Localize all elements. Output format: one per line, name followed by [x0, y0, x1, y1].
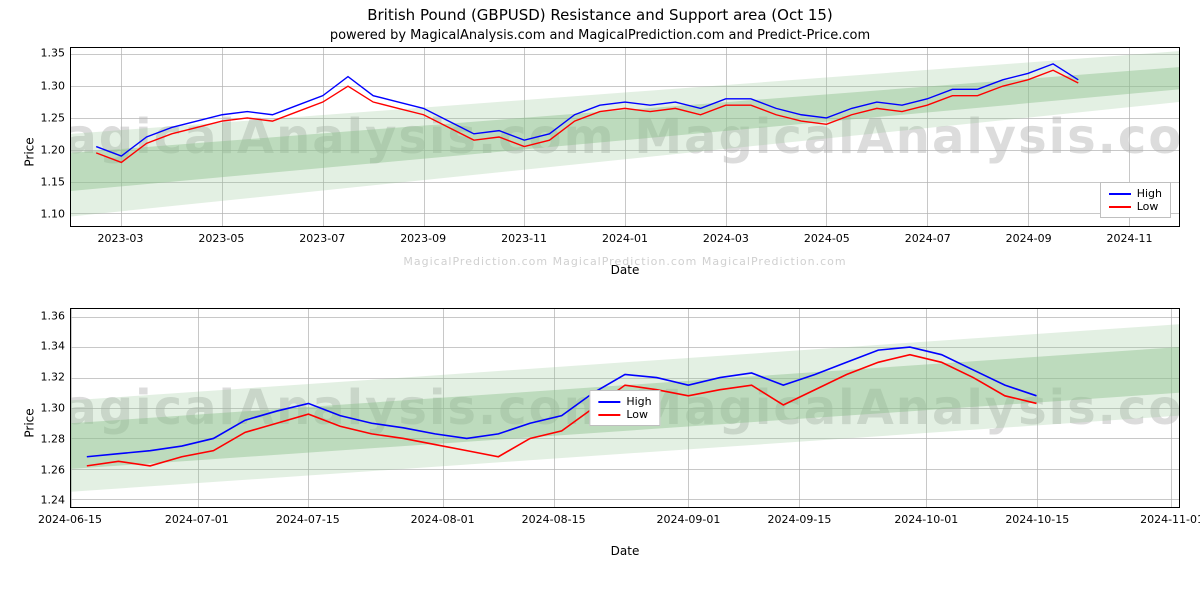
- legend-line-low: [598, 414, 620, 416]
- top-chart: Price MagicalAnalysis.com MagicalAnalysi…: [70, 47, 1180, 257]
- legend-label-low: Low: [626, 408, 648, 421]
- x-tick-label: 2024-09-01: [656, 513, 720, 526]
- y-tick-label: 1.28: [25, 432, 65, 445]
- x-tick-label: 2024-07: [905, 232, 951, 245]
- x-tick-label: 2024-10-15: [1005, 513, 1069, 526]
- y-tick-label: 1.10: [25, 208, 65, 221]
- x-tick-label: 2024-05: [804, 232, 850, 245]
- x-tick-label: 2024-09: [1006, 232, 1052, 245]
- x-tick-label: 2024-06-15: [38, 513, 102, 526]
- y-tick-label: 1.34: [25, 340, 65, 353]
- legend-item-high: High: [1109, 187, 1162, 200]
- top-plot-area: MagicalAnalysis.com MagicalAnalysis.com …: [70, 47, 1180, 227]
- legend-label-high: High: [1137, 187, 1162, 200]
- legend-line-high: [1109, 193, 1131, 195]
- x-tick-label: 2023-03: [97, 232, 143, 245]
- y-tick-label: 1.30: [25, 79, 65, 92]
- x-tick-label: 2024-08-01: [411, 513, 475, 526]
- legend-item-low: Low: [598, 408, 651, 421]
- legend-item-low: Low: [1109, 200, 1162, 213]
- x-tick-label: 2024-07-15: [276, 513, 340, 526]
- top-series-svg: [71, 48, 1179, 226]
- y-tick-label: 1.26: [25, 463, 65, 476]
- y-tick-label: 1.25: [25, 111, 65, 124]
- bottom-x-axis-label: Date: [611, 544, 640, 558]
- y-tick-label: 1.15: [25, 176, 65, 189]
- y-tick-label: 1.35: [25, 47, 65, 60]
- bottom-legend: High Low: [589, 390, 660, 426]
- legend-line-low: [1109, 206, 1131, 208]
- top-legend: High Low: [1100, 182, 1171, 218]
- x-tick-label: 2024-08-15: [522, 513, 586, 526]
- chart-subtitle: powered by MagicalAnalysis.com and Magic…: [0, 28, 1200, 43]
- legend-line-high: [598, 401, 620, 403]
- x-tick-label: 2024-01: [602, 232, 648, 245]
- legend-label-high: High: [626, 395, 651, 408]
- legend-item-high: High: [598, 395, 651, 408]
- y-tick-label: 1.24: [25, 494, 65, 507]
- y-tick-label: 1.36: [25, 309, 65, 322]
- y-tick-label: 1.30: [25, 402, 65, 415]
- bottom-plot-area: MagicalAnalysis.com MagicalAnalysis.com …: [70, 308, 1180, 508]
- middle-footer-watermark: MagicalPrediction.com MagicalPrediction.…: [70, 255, 1180, 268]
- x-tick-label: 2024-11-01: [1140, 513, 1200, 526]
- x-tick-label: 2023-09: [400, 232, 446, 245]
- x-tick-label: 2024-11: [1107, 232, 1153, 245]
- x-tick-label: 2023-07: [299, 232, 345, 245]
- y-tick-label: 1.20: [25, 143, 65, 156]
- x-tick-label: 2023-05: [198, 232, 244, 245]
- x-tick-label: 2023-11: [501, 232, 547, 245]
- bottom-chart: Price MagicalAnalysis.com MagicalAnalysi…: [70, 308, 1180, 538]
- x-tick-label: 2024-09-15: [767, 513, 831, 526]
- y-tick-label: 1.32: [25, 371, 65, 384]
- chart-title: British Pound (GBPUSD) Resistance and Su…: [0, 6, 1200, 24]
- legend-label-low: Low: [1137, 200, 1159, 213]
- x-tick-label: 2024-10-01: [894, 513, 958, 526]
- x-tick-label: 2024-07-01: [165, 513, 229, 526]
- x-tick-label: 2024-03: [703, 232, 749, 245]
